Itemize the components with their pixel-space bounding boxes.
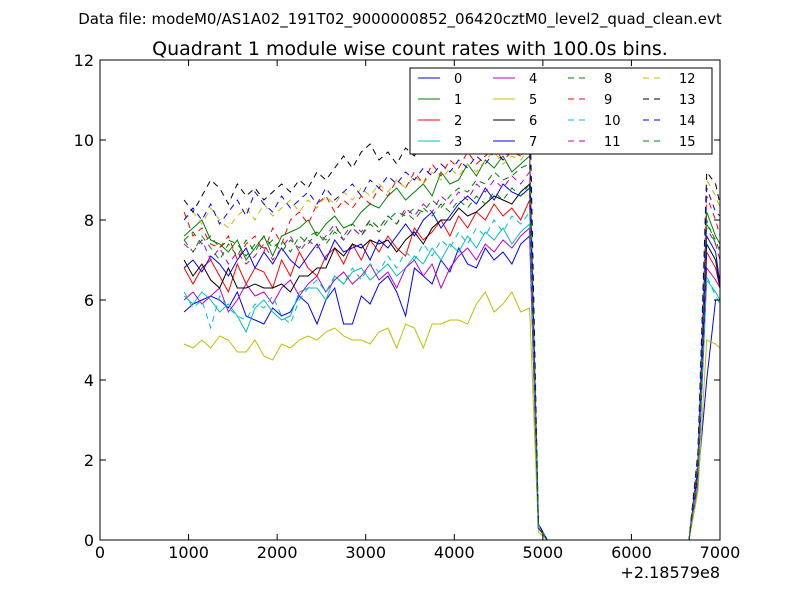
x-tick-label: 7000 — [700, 543, 741, 562]
y-tick-label: 2 — [84, 451, 94, 470]
y-tick-label: 0 — [84, 531, 94, 550]
chart-title: Quadrant 1 module wise count rates with … — [152, 38, 668, 60]
legend-label-15: 15 — [679, 135, 696, 150]
legend-label-14: 14 — [679, 114, 696, 129]
legend-label-10: 10 — [604, 114, 621, 129]
legend-label-12: 12 — [679, 72, 696, 87]
plot-lines — [183, 95, 721, 541]
legend-label-8: 8 — [604, 72, 612, 87]
series-line-12 — [183, 146, 721, 541]
y-tick-label: 6 — [84, 291, 94, 310]
legend-label-3: 3 — [454, 135, 462, 150]
y-tick-label: 4 — [84, 371, 94, 390]
x-tick-label: 0 — [95, 543, 105, 562]
series-line-10 — [183, 210, 721, 541]
x-tick-label: 4000 — [434, 543, 475, 562]
x-tick-label: 2000 — [257, 543, 298, 562]
legend-label-9: 9 — [604, 93, 612, 108]
x-tick-label: 5000 — [522, 543, 563, 562]
legend-label-5: 5 — [529, 93, 537, 108]
legend-label-6: 6 — [529, 114, 537, 129]
series-line-15 — [183, 182, 721, 541]
x-offset-label: +2.18579e8 — [620, 563, 720, 582]
legend-label-2: 2 — [454, 114, 462, 129]
legend-label-4: 4 — [529, 72, 537, 87]
y-tick-label: 8 — [84, 211, 94, 230]
legend-label-13: 13 — [679, 93, 696, 108]
series-line-5 — [183, 291, 721, 541]
x-tick-label: 6000 — [611, 543, 652, 562]
legend-label-11: 11 — [604, 135, 621, 150]
series-line-14 — [183, 142, 721, 541]
y-tick-label: 10 — [74, 131, 94, 150]
legend-label-0: 0 — [454, 72, 462, 87]
x-tick-label: 1000 — [168, 543, 209, 562]
legend-box — [409, 67, 713, 155]
y-tick-label: 12 — [74, 51, 94, 70]
legend-label-1: 1 — [454, 93, 462, 108]
x-tick-label: 3000 — [345, 543, 386, 562]
figure-supertitle: Data file: modeM0/AS1A02_191T02_90000008… — [78, 10, 722, 29]
legend-label-7: 7 — [529, 135, 537, 150]
